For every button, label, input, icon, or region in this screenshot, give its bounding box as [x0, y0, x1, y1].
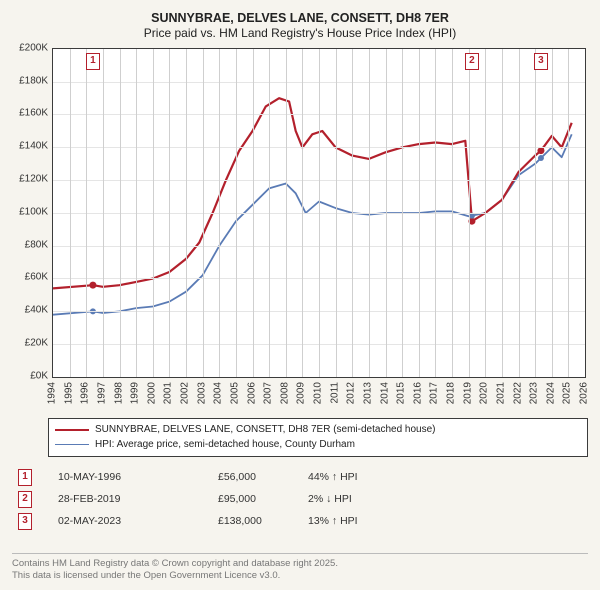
y-axis-label: £140K [19, 141, 48, 152]
transactions-table: 1 10-MAY-1996£56,00044% ↑ HPI 2 28-FEB-2019… [18, 466, 586, 532]
y-axis-label: £40K [25, 305, 48, 316]
chart-area: £0K £20K £40K £60K £80K £100K £120K £140K £160K £… [14, 48, 586, 380]
x-axis-label: 2022 [512, 382, 523, 404]
y-axis-label: £60K [25, 272, 48, 283]
transaction-date: 10-MAY-1996 [58, 471, 218, 483]
x-axis-label: 2011 [329, 382, 340, 404]
y-axis-label: £100K [19, 206, 48, 217]
x-axis-label: 2016 [412, 382, 423, 404]
legend-swatch-blue [55, 444, 89, 445]
x-axis-label: 2025 [562, 382, 573, 404]
x-axis-label: 2018 [446, 382, 457, 404]
transaction-row: 2 28-FEB-2019£95,0002% ↓ HPI [18, 488, 586, 510]
x-axis-label: 2009 [296, 382, 307, 404]
y-axis-label: £80K [25, 239, 48, 250]
sale-marker-blue-dot [538, 155, 544, 161]
x-axis-label: 2019 [462, 382, 473, 404]
transaction-date: 28-FEB-2019 [58, 493, 218, 505]
transaction-number: 2 [18, 491, 32, 508]
chart-title: SUNNYBRAE, DELVES LANE, CONSETT, DH8 7ER [14, 10, 586, 26]
x-axis: 1994199519961997199819992000200120022003… [52, 380, 586, 414]
x-axis-label: 2010 [313, 382, 324, 404]
x-axis-label: 2002 [180, 382, 191, 404]
x-axis-label: 2000 [146, 382, 157, 404]
transaction-price: £56,000 [218, 471, 308, 483]
transaction-diff: 13% ↑ HPI [308, 515, 418, 527]
x-axis-label: 2023 [529, 382, 540, 404]
transaction-price: £95,000 [218, 493, 308, 505]
x-axis-label: 1999 [130, 382, 141, 404]
transaction-row: 3 02-MAY-2023£138,00013% ↑ HPI [18, 510, 586, 532]
x-axis-label: 2004 [213, 382, 224, 404]
x-axis-label: 2017 [429, 382, 440, 404]
x-axis-label: 1997 [96, 382, 107, 404]
x-axis-label: 1994 [47, 382, 58, 404]
transaction-diff: 2% ↓ HPI [308, 493, 418, 505]
y-axis-label: £20K [25, 338, 48, 349]
footer-line-1: Contains HM Land Registry data © Crown c… [12, 558, 588, 570]
x-axis-label: 2014 [379, 382, 390, 404]
footer-line-2: This data is licensed under the Open Gov… [12, 570, 588, 582]
legend-item-property: SUNNYBRAE, DELVES LANE, CONSETT, DH8 7ER… [55, 422, 581, 437]
transaction-number: 1 [18, 469, 32, 486]
legend: SUNNYBRAE, DELVES LANE, CONSETT, DH8 7ER… [48, 418, 588, 457]
legend-swatch-red [55, 429, 89, 431]
x-axis-label: 2001 [163, 382, 174, 404]
x-axis-label: 1996 [80, 382, 91, 404]
plot-area: 1 2 3 [52, 48, 586, 378]
legend-item-hpi: HPI: Average price, semi-detached house,… [55, 437, 581, 452]
transaction-number: 3 [18, 513, 32, 530]
sale-marker-box: 2 [465, 53, 479, 70]
x-axis-label: 2006 [246, 382, 257, 404]
x-axis-label: 2007 [263, 382, 274, 404]
y-axis-label: £200K [19, 42, 48, 53]
x-axis-label: 2008 [279, 382, 290, 404]
x-axis-label: 1995 [63, 382, 74, 404]
transaction-price: £138,000 [218, 515, 308, 527]
y-axis-label: £160K [19, 108, 48, 119]
x-axis-label: 2026 [579, 382, 590, 404]
transaction-diff: 44% ↑ HPI [308, 471, 418, 483]
x-axis-label: 1998 [113, 382, 124, 404]
x-axis-label: 2015 [396, 382, 407, 404]
x-axis-label: 2012 [346, 382, 357, 404]
footer-attribution: Contains HM Land Registry data © Crown c… [12, 553, 588, 582]
x-axis-label: 2005 [229, 382, 240, 404]
sale-marker-box: 3 [534, 53, 548, 70]
sale-marker-red-dot [89, 282, 96, 289]
transaction-date: 02-MAY-2023 [58, 515, 218, 527]
x-axis-label: 2013 [362, 382, 373, 404]
y-axis-label: £120K [19, 174, 48, 185]
y-axis-label: £180K [19, 75, 48, 86]
chart-subtitle: Price paid vs. HM Land Registry's House … [14, 26, 586, 42]
sale-marker-box: 1 [86, 53, 100, 70]
x-axis-label: 2024 [545, 382, 556, 404]
series-line [53, 98, 572, 288]
legend-label-property: SUNNYBRAE, DELVES LANE, CONSETT, DH8 7ER… [95, 424, 436, 435]
x-axis-label: 2020 [479, 382, 490, 404]
x-axis-label: 2003 [196, 382, 207, 404]
series-line [53, 134, 572, 314]
transaction-row: 1 10-MAY-1996£56,00044% ↑ HPI [18, 466, 586, 488]
y-axis: £0K £20K £40K £60K £80K £100K £120K £140K £160K £… [14, 48, 52, 378]
legend-label-hpi: HPI: Average price, semi-detached house,… [95, 439, 355, 450]
y-axis-label: £0K [30, 370, 48, 381]
title-block: SUNNYBRAE, DELVES LANE, CONSETT, DH8 7ER… [14, 10, 586, 42]
x-axis-label: 2021 [495, 382, 506, 404]
